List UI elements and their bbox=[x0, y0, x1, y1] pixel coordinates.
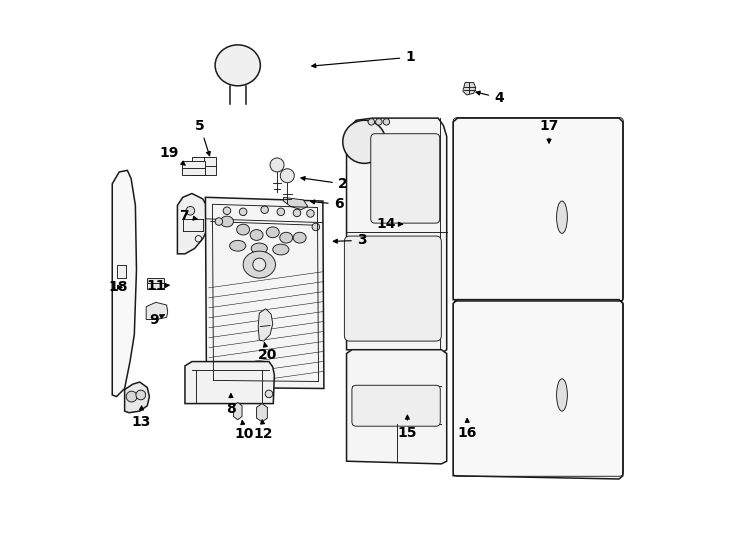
FancyBboxPatch shape bbox=[344, 236, 441, 341]
Circle shape bbox=[126, 391, 137, 402]
Polygon shape bbox=[178, 193, 208, 254]
Circle shape bbox=[343, 120, 386, 164]
Text: 19: 19 bbox=[159, 146, 185, 165]
Text: 11: 11 bbox=[146, 279, 169, 293]
Circle shape bbox=[136, 390, 145, 400]
Text: 2: 2 bbox=[301, 177, 348, 191]
Text: 4: 4 bbox=[476, 91, 504, 105]
Circle shape bbox=[261, 206, 269, 213]
Circle shape bbox=[293, 209, 301, 217]
Polygon shape bbox=[182, 161, 206, 174]
Polygon shape bbox=[258, 309, 273, 341]
Polygon shape bbox=[146, 302, 167, 320]
Bar bbox=[148, 278, 164, 289]
Text: 9: 9 bbox=[150, 313, 164, 327]
Circle shape bbox=[368, 119, 374, 125]
Polygon shape bbox=[346, 118, 447, 354]
Circle shape bbox=[252, 258, 266, 271]
Ellipse shape bbox=[293, 232, 306, 243]
Polygon shape bbox=[112, 170, 137, 396]
Ellipse shape bbox=[236, 224, 250, 235]
Circle shape bbox=[186, 206, 195, 215]
FancyBboxPatch shape bbox=[352, 385, 440, 426]
Polygon shape bbox=[125, 382, 150, 413]
Circle shape bbox=[215, 218, 222, 225]
Circle shape bbox=[265, 390, 273, 397]
Text: 3: 3 bbox=[333, 233, 366, 247]
Polygon shape bbox=[283, 197, 308, 210]
Text: 18: 18 bbox=[109, 280, 128, 294]
Bar bbox=[117, 265, 126, 278]
Polygon shape bbox=[453, 300, 623, 479]
Ellipse shape bbox=[230, 240, 246, 251]
Ellipse shape bbox=[280, 232, 293, 243]
Text: 6: 6 bbox=[310, 197, 344, 211]
Text: 17: 17 bbox=[539, 119, 559, 143]
Circle shape bbox=[270, 158, 284, 172]
Circle shape bbox=[312, 223, 319, 231]
Polygon shape bbox=[233, 402, 242, 420]
Circle shape bbox=[376, 119, 382, 125]
Circle shape bbox=[307, 210, 314, 217]
Ellipse shape bbox=[243, 251, 275, 278]
Polygon shape bbox=[185, 362, 275, 403]
Circle shape bbox=[277, 208, 285, 215]
Ellipse shape bbox=[556, 201, 567, 233]
Polygon shape bbox=[453, 118, 623, 303]
Text: 10: 10 bbox=[234, 421, 254, 441]
Text: 14: 14 bbox=[377, 217, 402, 231]
Polygon shape bbox=[206, 197, 324, 388]
Text: 15: 15 bbox=[398, 415, 417, 440]
Ellipse shape bbox=[556, 379, 567, 411]
Text: 8: 8 bbox=[226, 394, 236, 416]
Ellipse shape bbox=[273, 244, 289, 255]
Circle shape bbox=[223, 207, 230, 214]
Text: 16: 16 bbox=[457, 418, 477, 440]
Text: 5: 5 bbox=[195, 119, 210, 156]
Polygon shape bbox=[257, 403, 267, 422]
Text: 1: 1 bbox=[312, 50, 415, 68]
Circle shape bbox=[280, 168, 294, 183]
Ellipse shape bbox=[215, 45, 261, 86]
Text: 7: 7 bbox=[179, 209, 197, 223]
Circle shape bbox=[383, 119, 390, 125]
Text: 12: 12 bbox=[254, 420, 273, 441]
Text: 13: 13 bbox=[131, 406, 150, 429]
Polygon shape bbox=[192, 158, 217, 174]
FancyBboxPatch shape bbox=[371, 134, 440, 223]
Ellipse shape bbox=[266, 227, 279, 238]
Ellipse shape bbox=[251, 243, 267, 254]
Text: 20: 20 bbox=[258, 342, 277, 362]
Polygon shape bbox=[346, 350, 447, 464]
Circle shape bbox=[239, 208, 247, 215]
Ellipse shape bbox=[220, 216, 233, 227]
Polygon shape bbox=[463, 83, 476, 95]
Ellipse shape bbox=[250, 230, 263, 240]
